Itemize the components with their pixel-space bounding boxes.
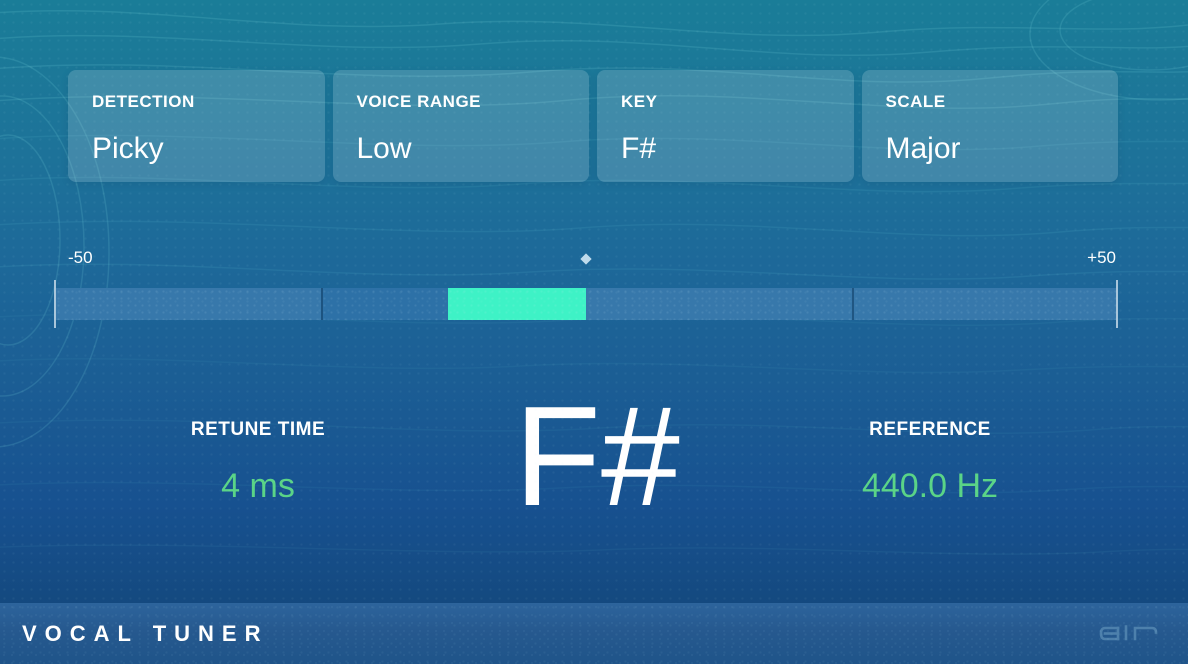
meter-track xyxy=(54,280,1118,328)
key-value: F# xyxy=(621,132,657,165)
reference-label: REFERENCE xyxy=(869,419,991,440)
scale-value: Major xyxy=(885,132,961,165)
parameter-cards-row: DETECTION Picky VOICE RANGE Low KEY F# S… xyxy=(68,70,1118,182)
meter-divider xyxy=(320,288,323,320)
card-voice-range[interactable]: VOICE RANGE Low xyxy=(332,70,589,182)
scale-label: SCALE xyxy=(885,92,946,111)
card-detection[interactable]: DETECTION Picky xyxy=(68,70,325,182)
meter-left-tick xyxy=(54,280,56,328)
plugin-title: VOCAL TUNER xyxy=(22,620,269,646)
meter-max-label: +50 xyxy=(1087,248,1116,267)
retune-time-label: RETUNE TIME xyxy=(190,419,326,440)
reference-value[interactable]: 440.0 Hz xyxy=(861,467,999,505)
air-logo xyxy=(1099,624,1158,640)
voice-range-label: VOICE RANGE xyxy=(356,92,482,111)
meter-zero-marker-icon xyxy=(580,253,592,265)
meter-divider xyxy=(851,288,854,320)
key-label: KEY xyxy=(621,92,658,111)
pitch-meter: -50 +50 xyxy=(54,248,1118,328)
detection-label: DETECTION xyxy=(92,92,195,111)
reference-readout: REFERENCE 440.0 Hz xyxy=(780,419,1080,506)
retune-time-readout: RETUNE TIME 4 ms xyxy=(108,419,408,506)
meter-shade-left xyxy=(55,288,321,320)
detection-value: Picky xyxy=(92,132,164,165)
card-key[interactable]: KEY F# xyxy=(597,70,854,182)
retune-time-value[interactable]: 4 ms xyxy=(221,467,295,505)
note-display: F# xyxy=(514,377,680,536)
voice-range-value: Low xyxy=(356,132,412,165)
meter-right-tick xyxy=(1116,280,1118,328)
meter-active-segment xyxy=(447,288,586,320)
card-scale[interactable]: SCALE Major xyxy=(861,70,1118,182)
footer-bar: VOCAL TUNER xyxy=(0,603,1188,664)
meter-min-label: -50 xyxy=(68,248,93,267)
